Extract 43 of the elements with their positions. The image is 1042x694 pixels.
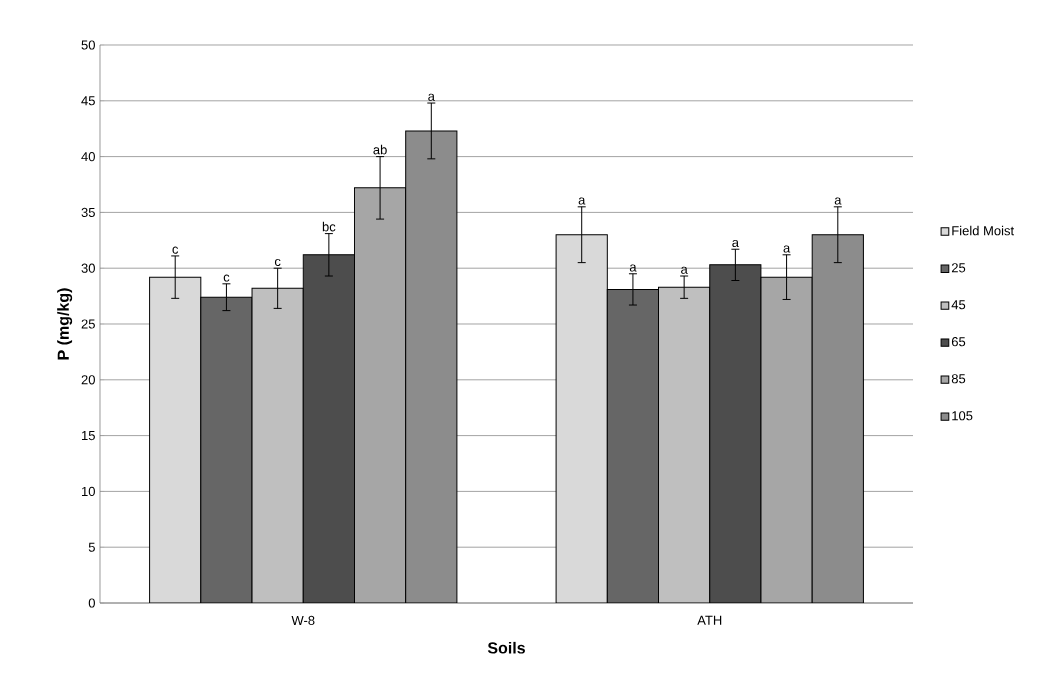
bar — [709, 264, 762, 603]
y-tick-label: 30 — [81, 263, 95, 273]
x-tick-label: ATH — [697, 615, 722, 625]
y-tick-label: 5 — [88, 542, 95, 552]
bar — [302, 254, 355, 603]
y-tick-label: 40 — [81, 151, 95, 162]
data-label: a — [783, 245, 791, 253]
data-label: a — [834, 197, 842, 205]
bar — [251, 287, 304, 603]
x-axis-title: Soils — [487, 641, 525, 654]
data-label: c — [172, 246, 179, 254]
y-tick-label: 10 — [82, 486, 95, 496]
data-label: c — [274, 258, 281, 266]
data-label: bc — [322, 221, 336, 232]
legend-label: 65 — [951, 337, 966, 347]
y-axis-title: P (mg/kg) — [57, 288, 73, 360]
y-tick-label: 35 — [81, 207, 95, 217]
legend-label: 105 — [952, 411, 973, 421]
bar — [658, 286, 711, 603]
data-label: ab — [373, 144, 387, 155]
bar — [555, 234, 608, 603]
data-label: a — [629, 264, 637, 272]
legend-label: Field Moist — [952, 225, 1014, 236]
y-tick-label: 0 — [88, 598, 95, 608]
y-tick-label: 20 — [81, 375, 95, 385]
bar — [353, 187, 407, 603]
bar — [200, 296, 253, 603]
legend-label: 85 — [951, 374, 966, 384]
legend-label: 45 — [951, 300, 966, 310]
bar — [760, 276, 813, 603]
legend-label: 25 — [951, 263, 966, 273]
y-tick-label: 25 — [81, 319, 95, 329]
data-label: a — [428, 93, 435, 101]
data-label: c — [223, 274, 230, 282]
y-tick-label: 45 — [81, 96, 95, 106]
data-label: a — [578, 197, 586, 205]
data-label: a — [681, 266, 688, 274]
bar — [149, 276, 202, 603]
y-tick-label: 50 — [81, 40, 95, 50]
x-tick-label: W-8 — [291, 615, 315, 626]
data-label: a — [732, 239, 739, 248]
bar — [606, 288, 660, 603]
y-tick-label: 15 — [82, 431, 95, 441]
